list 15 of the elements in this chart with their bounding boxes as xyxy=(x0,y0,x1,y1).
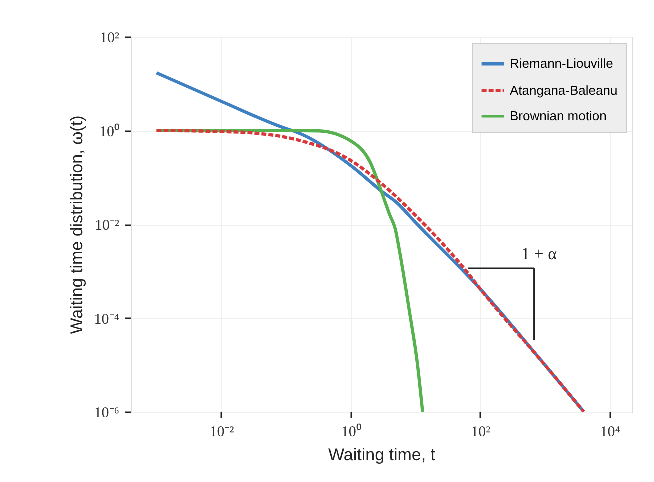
y-tick-label: 10⁰ xyxy=(100,123,120,140)
x-tick-label: 10⁴ xyxy=(600,424,620,440)
x-tick-label: 10⁻² xyxy=(210,424,235,440)
legend-label: Riemann-Liouville xyxy=(510,56,614,71)
legend-label: Brownian motion xyxy=(510,108,607,124)
x-tick-label: 10⁰ xyxy=(341,424,362,440)
y-tick-label: 10⁻⁴ xyxy=(94,312,120,328)
x-axis-title: Waiting time, t xyxy=(328,446,436,464)
annotation: 1 + α xyxy=(522,244,558,264)
y-tick-label: 10² xyxy=(100,30,120,46)
x-tick-label: 10² xyxy=(471,424,492,440)
y-axis-title: Waiting time distribution, ω(t) xyxy=(67,116,86,334)
y-tick-label: 10⁻⁶ xyxy=(94,406,120,422)
legend-label: Atangana-Baleanu xyxy=(510,83,618,98)
y-tick-label: 10⁻² xyxy=(95,218,120,234)
